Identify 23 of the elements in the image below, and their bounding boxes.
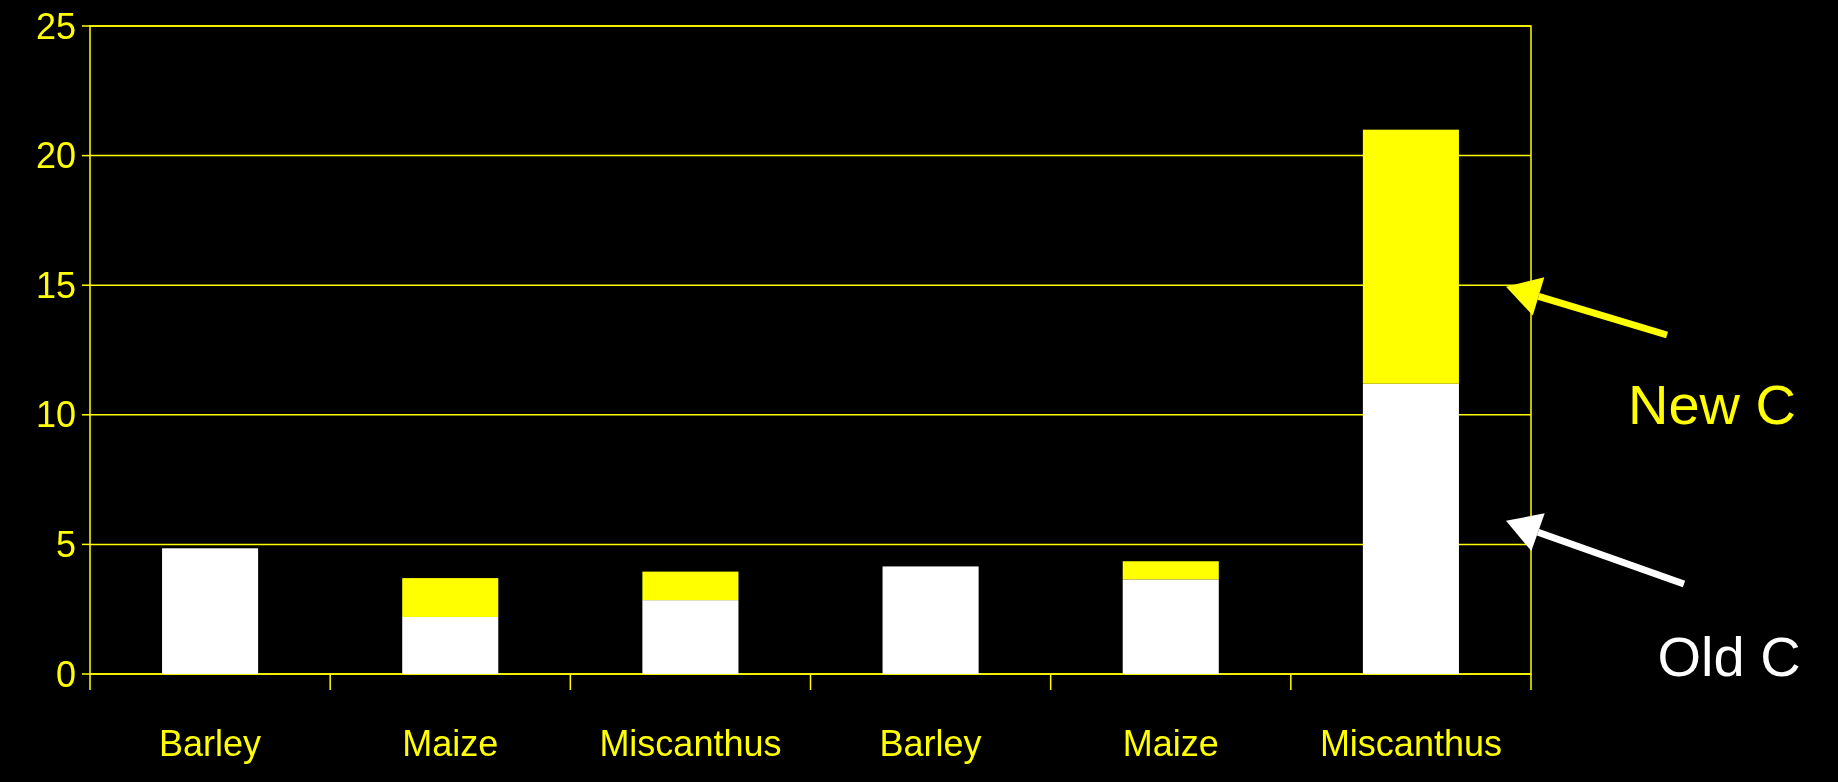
y-tick-label: 0 [55,653,76,695]
bar [882,566,979,674]
x-tick-label: Barley [879,723,982,764]
bar [642,600,739,674]
x-tick-label: Miscanthus [1319,723,1502,764]
bar [1362,383,1459,674]
x-tick-label: Maize [1122,723,1219,764]
y-tick-label: 5 [55,524,76,565]
legend-label: New C [1627,372,1797,436]
x-tick-label: Barley [159,723,262,764]
bar [1122,579,1219,674]
y-tick-label: 15 [35,264,76,306]
x-tick-label: Maize [402,723,499,764]
bar [402,616,499,674]
bar [402,578,499,617]
y-tick-label: 20 [35,135,76,177]
x-tick-label: Miscanthus [599,723,782,764]
legend-label: Old C [1657,624,1801,688]
bar [642,571,739,601]
bar [1122,561,1219,580]
bar [162,548,259,674]
y-tick-label: 10 [35,394,76,436]
y-tick-label: 25 [35,5,76,47]
